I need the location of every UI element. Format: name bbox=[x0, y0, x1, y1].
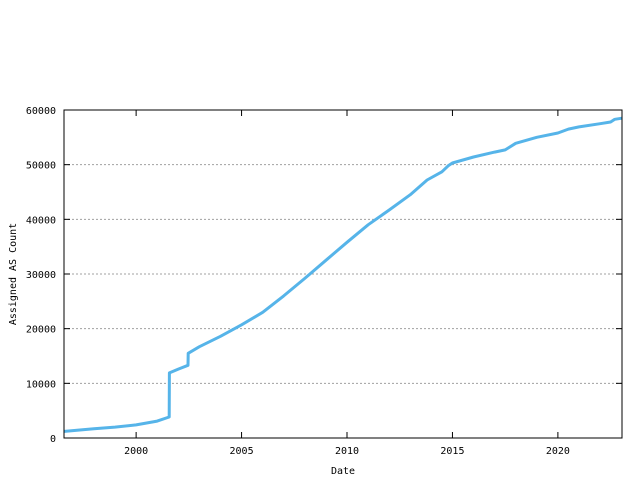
x-axis-label: Date bbox=[331, 466, 355, 477]
x-tick-label: 2010 bbox=[335, 446, 359, 457]
y-tick-label: 60000 bbox=[26, 106, 56, 117]
x-tick-label: 2005 bbox=[230, 446, 254, 457]
y-tick-label: 20000 bbox=[26, 325, 56, 336]
y-tick-label: 10000 bbox=[26, 379, 56, 390]
y-tick-label: 50000 bbox=[26, 161, 56, 172]
y-axis-label: Assigned AS Count bbox=[8, 223, 19, 325]
x-tick-label: 2020 bbox=[546, 446, 570, 457]
y-tick-label: 0 bbox=[50, 434, 56, 445]
x-tick-label: 2000 bbox=[124, 446, 148, 457]
series-line bbox=[64, 116, 623, 433]
y-tick-label: 40000 bbox=[26, 215, 56, 226]
gridlines bbox=[64, 164, 622, 384]
plot-frame bbox=[63, 109, 623, 439]
ticks: 0 10000 20000 30000 40000 50000 60000 2000 2005 2… bbox=[26, 106, 622, 457]
x-tick-label: 2015 bbox=[440, 446, 464, 457]
y-tick-label: 30000 bbox=[26, 270, 56, 281]
